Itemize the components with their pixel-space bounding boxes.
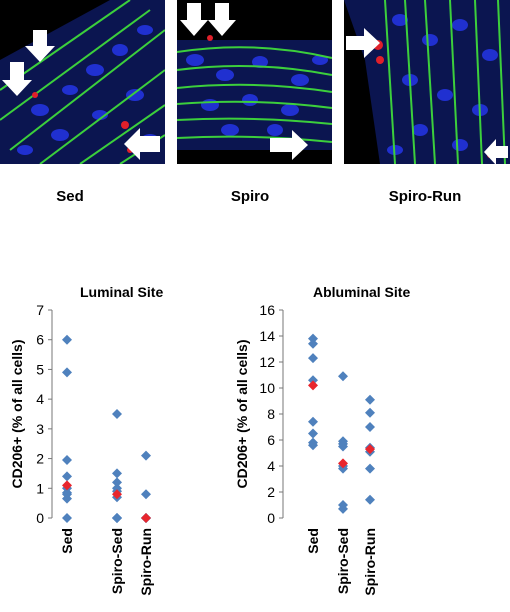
x-category-label: Spiro-Run bbox=[362, 528, 378, 596]
data-point bbox=[308, 428, 318, 439]
data-point bbox=[308, 416, 318, 427]
chart-title: Luminal Site bbox=[80, 284, 163, 300]
data-point bbox=[112, 468, 122, 479]
data-point bbox=[338, 463, 348, 474]
x-category-label: Spiro-Sed bbox=[335, 528, 351, 594]
mean-point bbox=[141, 513, 151, 523]
y-tick-label: 2 bbox=[36, 451, 44, 467]
data-point bbox=[141, 450, 151, 461]
data-point bbox=[112, 513, 122, 523]
x-category-label: Spiro-Sed bbox=[109, 528, 125, 594]
data-point bbox=[62, 455, 72, 466]
y-tick-label: 1 bbox=[36, 480, 44, 496]
data-point bbox=[62, 471, 72, 482]
x-category-label: Sed bbox=[305, 528, 321, 554]
data-point bbox=[365, 394, 375, 405]
panel-label-sed: Sed bbox=[56, 188, 84, 205]
y-axis-label: CD206+ (% of all cells) bbox=[234, 339, 250, 488]
y-tick-label: 5 bbox=[36, 361, 44, 377]
data-point bbox=[365, 494, 375, 505]
data-point bbox=[338, 371, 348, 382]
y-tick-label: 4 bbox=[36, 391, 44, 407]
micrograph-spiro-run bbox=[344, 0, 510, 164]
data-point bbox=[338, 441, 348, 452]
y-tick-label: 7 bbox=[36, 302, 44, 318]
micrograph-spiro bbox=[176, 3, 333, 160]
y-tick-label: 3 bbox=[36, 421, 44, 437]
x-category-label: Spiro-Run bbox=[138, 528, 154, 596]
y-tick-label: 0 bbox=[36, 510, 44, 526]
mean-point bbox=[365, 444, 375, 455]
y-tick-label: 16 bbox=[259, 302, 275, 318]
y-tick-label: 6 bbox=[36, 332, 44, 348]
data-point bbox=[365, 407, 375, 418]
data-point bbox=[141, 489, 151, 500]
data-point bbox=[365, 463, 375, 474]
micrograph-sed bbox=[0, 0, 166, 164]
y-tick-label: 8 bbox=[267, 406, 275, 422]
data-point bbox=[308, 440, 318, 451]
data-point bbox=[112, 409, 122, 419]
data-point bbox=[338, 503, 348, 514]
mean-point bbox=[308, 380, 318, 391]
data-point bbox=[62, 493, 72, 504]
x-category-label: Sed bbox=[59, 528, 75, 554]
data-point bbox=[62, 513, 72, 523]
y-axis-label: CD206+ (% of all cells) bbox=[9, 339, 25, 488]
micrograph-strip bbox=[0, 0, 510, 164]
y-tick-label: 6 bbox=[267, 432, 275, 448]
y-tick-label: 12 bbox=[259, 354, 275, 370]
data-point bbox=[365, 422, 375, 432]
data-point bbox=[308, 375, 318, 386]
chart-title: Abluminal Site bbox=[313, 284, 410, 300]
panel-label-spiro: Spiro bbox=[230, 188, 270, 205]
y-tick-label: 2 bbox=[267, 484, 275, 500]
data-point bbox=[308, 338, 318, 349]
mean-point bbox=[62, 480, 72, 491]
panel-label-spiro-run: Spiro-Run bbox=[388, 188, 462, 205]
data-point bbox=[62, 367, 72, 378]
y-tick-label: 0 bbox=[267, 510, 275, 526]
data-point bbox=[308, 333, 318, 344]
data-point bbox=[62, 334, 72, 345]
data-point bbox=[308, 353, 318, 364]
mean-point bbox=[338, 458, 348, 469]
y-tick-label: 10 bbox=[259, 380, 275, 396]
data-point bbox=[112, 477, 122, 488]
y-tick-label: 14 bbox=[259, 328, 275, 344]
y-tick-label: 4 bbox=[267, 458, 275, 474]
mean-point bbox=[112, 489, 122, 500]
